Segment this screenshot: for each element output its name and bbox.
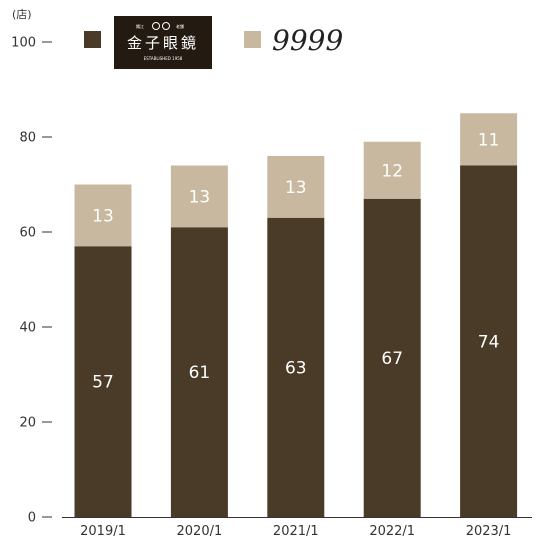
- legend-9999-logo: 9999: [272, 24, 343, 57]
- bar-segment-kaneko: [170, 227, 228, 517]
- x-tick-label: 2022/1: [369, 524, 415, 539]
- bar-segment-9999: [170, 165, 228, 228]
- logo-established-text: ESTABLISHED 1958: [144, 56, 183, 61]
- legend-swatch-9999: [244, 31, 261, 48]
- x-tick-label: 2023/1: [466, 524, 512, 539]
- kaneko-megane-logo: 鯖江 老舗 金子眼鏡 ESTABLISHED 1958: [114, 16, 212, 69]
- logo-main-text: 金子眼鏡: [127, 34, 199, 52]
- legend: 鯖江 老舗 金子眼鏡 ESTABLISHED 1958 9999: [84, 16, 343, 69]
- data-label: 57: [92, 373, 114, 393]
- bar-segment-9999: [363, 141, 421, 199]
- logo-top-right-text: 老舗: [176, 23, 184, 29]
- data-label: 13: [92, 206, 114, 226]
- data-label: 61: [189, 363, 211, 383]
- y-tick-label: 100: [11, 36, 36, 51]
- data-label: 13: [285, 178, 307, 198]
- bar-segment-kaneko: [460, 165, 518, 517]
- x-tick-label: 2020/1: [177, 524, 223, 539]
- logo-glasses-left-lens: [152, 22, 160, 30]
- data-label: 67: [381, 349, 403, 369]
- y-tick-label: 60: [19, 226, 36, 241]
- y-tick-label: 20: [19, 416, 36, 431]
- data-label: 13: [189, 187, 211, 207]
- y-tick-label: 0: [28, 511, 36, 526]
- bar-segment-kaneko: [74, 246, 132, 517]
- bar-segment-kaneko: [363, 198, 421, 517]
- bar-segment-9999: [460, 113, 518, 166]
- y-axis-unit: (店): [12, 7, 32, 21]
- y-tick-label: 80: [19, 131, 36, 146]
- x-axis: 2019/1 2020/1 2021/1 2022/1 2023/1: [80, 524, 511, 539]
- bar-segment-kaneko: [267, 217, 325, 517]
- data-label: 74: [478, 332, 500, 352]
- data-label: 63: [285, 358, 307, 378]
- bar-segment-9999: [267, 156, 325, 218]
- logo-top-left-text: 鯖江: [136, 23, 144, 29]
- logo-glasses-right-lens: [162, 22, 170, 30]
- legend-swatch-kaneko: [84, 31, 101, 48]
- x-tick-label: 2019/1: [80, 524, 126, 539]
- bars: 57 13 61 13 63 13 67 12 74 11: [74, 113, 518, 517]
- y-axis: 0 20 40 60 80 100: [11, 36, 52, 526]
- bar-segment-9999: [74, 184, 132, 247]
- x-tick-label: 2021/1: [273, 524, 319, 539]
- data-label: 11: [478, 130, 500, 150]
- data-label: 12: [381, 161, 403, 181]
- y-tick-label: 40: [19, 321, 36, 336]
